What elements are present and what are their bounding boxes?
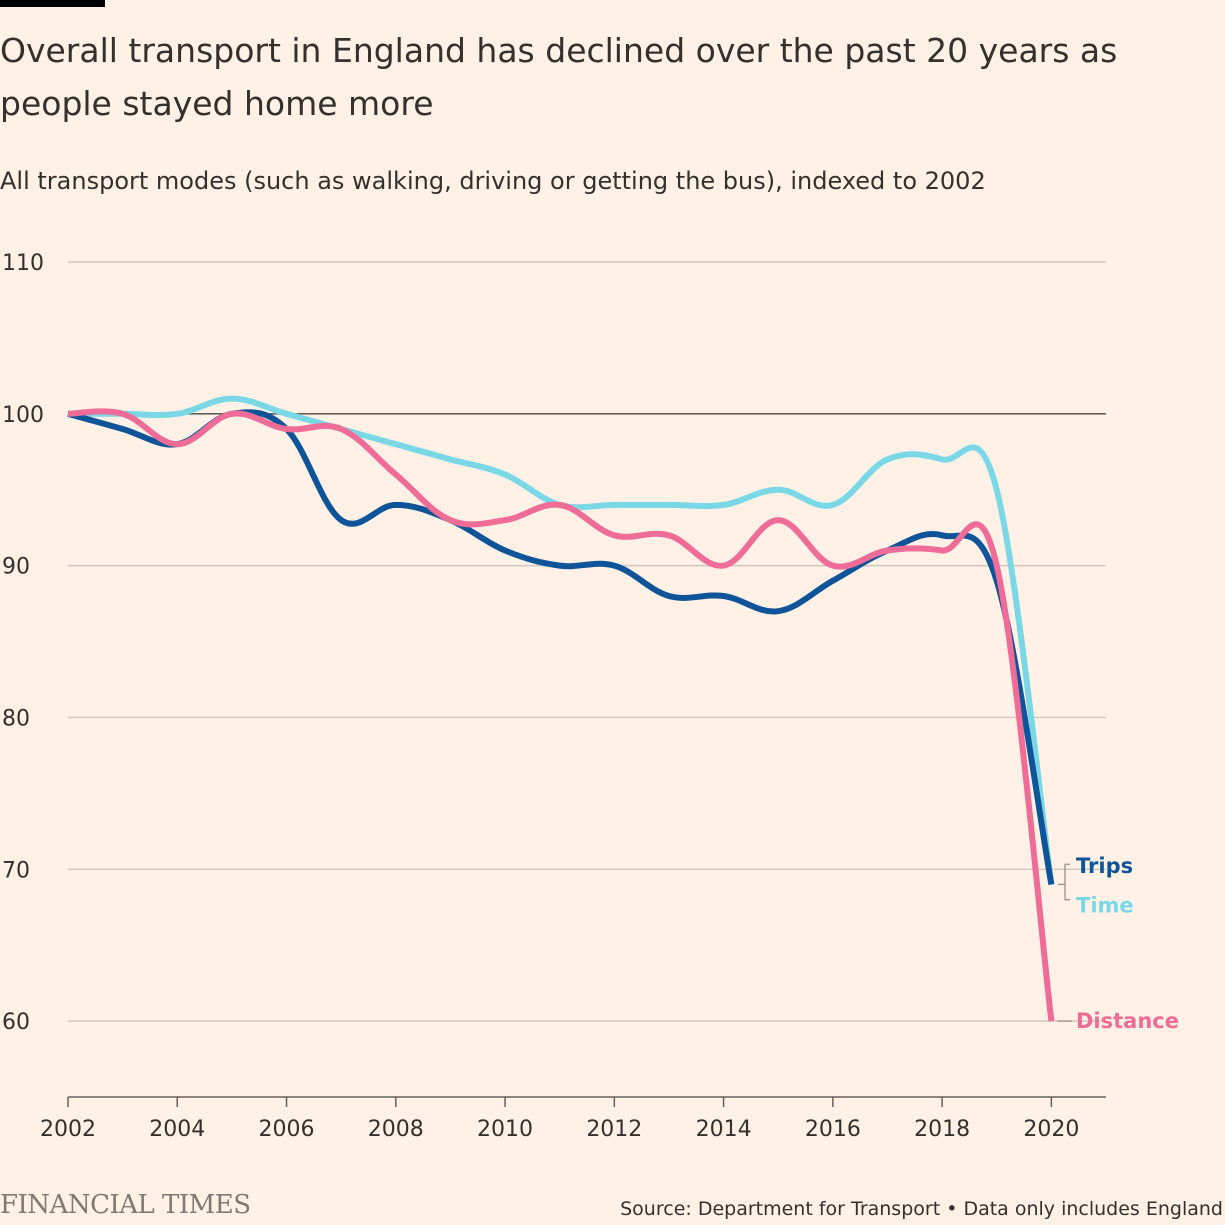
x-axis: 2002 2004 2006 2008 2010 2012 2014 2016 2018 2020 <box>40 1096 1106 1142</box>
y-tick-label-80: 80 <box>2 706 30 731</box>
x-tick-label-2004: 2004 <box>149 1117 205 1142</box>
gridlines <box>68 261 1106 1022</box>
y-tick-label-100: 100 <box>2 403 44 428</box>
chart-subtitle: All transport modes (such as walking, dr… <box>0 167 986 195</box>
chart-title: Overall transport in England has decline… <box>0 31 1118 123</box>
series-lines <box>67 395 1055 1022</box>
series-label-trips: Trips <box>1076 854 1133 878</box>
series-line-trips <box>67 409 1055 886</box>
y-tick-label-110: 110 <box>2 251 44 276</box>
ft-top-bar <box>0 0 105 7</box>
x-tick-label-2010: 2010 <box>477 1117 533 1142</box>
y-axis-labels: 60 70 80 90 100 110 <box>2 251 44 1035</box>
y-tick-label-60: 60 <box>2 1010 30 1035</box>
x-tick-label-2012: 2012 <box>586 1117 642 1142</box>
series-label-distance: Distance <box>1076 1009 1179 1033</box>
x-tick-label-2006: 2006 <box>259 1117 315 1142</box>
x-tick-label-2002: 2002 <box>40 1117 96 1142</box>
source-note: Source: Department for Transport • Data … <box>620 1198 1223 1220</box>
y-tick-label-90: 90 <box>2 555 30 580</box>
x-tick-label-2018: 2018 <box>914 1117 970 1142</box>
ft-logo: FINANCIAL TIMES <box>0 1190 251 1220</box>
x-tick-label-2020: 2020 <box>1023 1117 1079 1142</box>
series-labels: Trips Time Distance <box>1057 854 1179 1033</box>
x-tick-label-2014: 2014 <box>696 1117 752 1142</box>
series-label-time: Time <box>1076 894 1134 918</box>
label-bracket <box>1058 863 1070 901</box>
series-line-distance <box>67 408 1055 1022</box>
x-tick-label-2016: 2016 <box>805 1117 861 1142</box>
series-line-time <box>67 395 1055 885</box>
y-tick-label-70: 70 <box>2 858 30 883</box>
x-tick-label-2008: 2008 <box>368 1117 424 1142</box>
